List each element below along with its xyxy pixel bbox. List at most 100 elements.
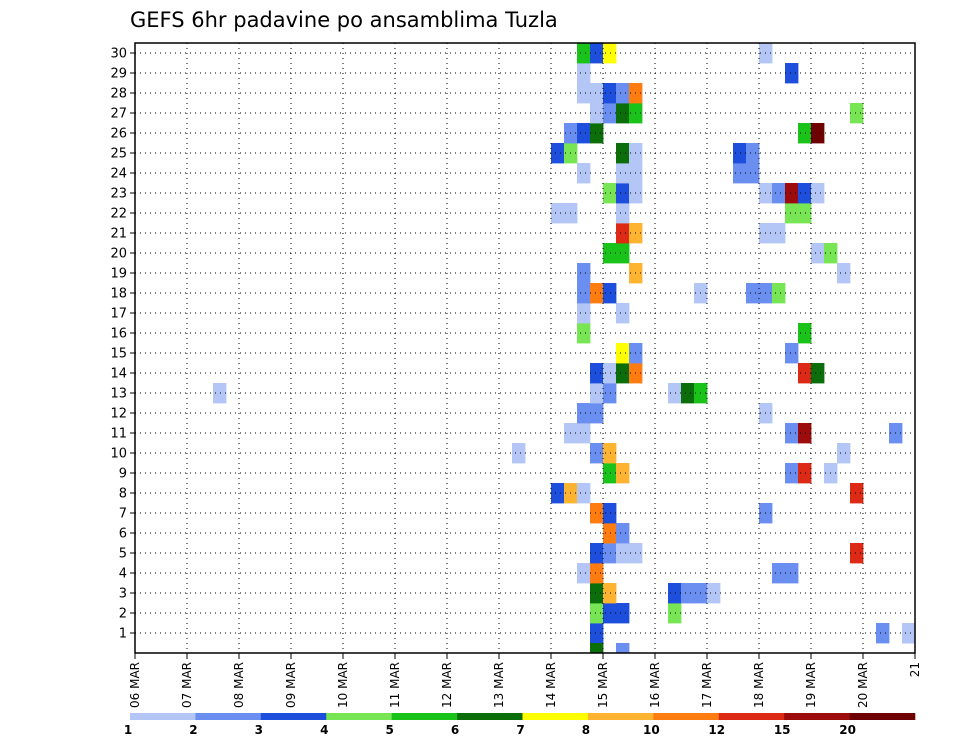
heatmap-cell: [707, 583, 721, 604]
y-tick-label: 6: [119, 527, 127, 542]
heatmap-cell: [213, 383, 227, 404]
colorbar-swatch: [784, 713, 850, 720]
heatmap-cell: [772, 563, 786, 584]
y-tick-label: 20: [110, 247, 127, 262]
colorbar-swatch: [130, 713, 196, 720]
x-tick-label: 21: [908, 662, 922, 677]
y-tick-label: 4: [119, 567, 127, 582]
heatmap-cell: [603, 583, 617, 604]
heatmap-cell: [590, 543, 604, 564]
heatmap-cell: [616, 603, 630, 624]
y-tick-label: 2: [119, 607, 127, 622]
heatmap-cell: [668, 603, 682, 624]
y-tick-label: 29: [110, 67, 127, 82]
y-tick-label: 24: [110, 167, 127, 182]
heatmap-cell: [590, 103, 604, 124]
y-tick-label: 22: [110, 207, 127, 222]
heatmap-cell: [577, 423, 591, 444]
heatmap-cell: [577, 403, 591, 424]
heatmap-cell: [603, 603, 617, 624]
heatmap-cell: [590, 443, 604, 464]
colorbar-swatch: [587, 713, 654, 720]
colorbar-swatch: [326, 713, 392, 720]
heatmap-cell: [577, 563, 591, 584]
heatmap-cell: [785, 183, 799, 204]
heatmap-cell: [590, 83, 604, 104]
heatmap-cell: [733, 163, 747, 184]
heatmap-cell: [590, 603, 604, 624]
heatmap-cell: [798, 183, 812, 204]
y-tick-label: 14: [110, 367, 127, 382]
heatmap-cell: [798, 123, 812, 144]
heatmap-cell: [616, 363, 630, 384]
colorbar-swatch: [522, 713, 589, 720]
y-tick-label: 23: [110, 187, 127, 202]
heatmap-cell: [616, 343, 630, 364]
x-tick-label: 08 MAR: [232, 662, 246, 708]
y-axis: 1234567891011121314151617181920212223242…: [110, 47, 135, 642]
heatmap-cell: [577, 123, 591, 144]
heatmap-cell: [746, 163, 760, 184]
heatmap-cell: [850, 483, 864, 504]
heatmap-cell: [577, 43, 591, 64]
heatmap-cell: [603, 183, 617, 204]
x-tick-label: 09 MAR: [284, 662, 298, 708]
heatmap-cell: [616, 83, 630, 104]
colorbar-swatch: [195, 713, 262, 720]
x-tick-label: 18 MAR: [752, 662, 766, 708]
y-tick-label: 19: [110, 267, 127, 282]
colorbar-swatch: [849, 713, 916, 720]
colorbar-label: 12: [708, 723, 725, 737]
heatmap-cell: [577, 283, 591, 304]
heatmap-cell: [772, 223, 786, 244]
heatmap-cell: [733, 143, 747, 164]
heatmap-cell: [785, 63, 799, 84]
x-tick-label: 14 MAR: [544, 662, 558, 708]
y-tick-label: 1: [119, 627, 127, 642]
heatmap-cell: [590, 643, 604, 654]
heatmap-cell: [616, 143, 630, 164]
heatmap-cell: [577, 63, 591, 84]
heatmap-cell: [850, 543, 864, 564]
heatmap-cell: [798, 463, 812, 484]
heatmap-cell: [785, 463, 799, 484]
heatmap-cell: [798, 203, 812, 224]
colorbar-swatch: [457, 713, 523, 720]
heatmap-cell: [590, 283, 604, 304]
heatmap-cell: [616, 203, 630, 224]
heatmap-cell: [603, 463, 617, 484]
heatmap-cell: [590, 383, 604, 404]
y-tick-label: 12: [110, 407, 127, 422]
heatmap-cell: [577, 303, 591, 324]
y-tick-label: 25: [110, 147, 127, 162]
colorbar-label: 3: [255, 723, 263, 737]
heatmap-cell: [590, 503, 604, 524]
x-tick-label: 11 MAR: [388, 662, 402, 708]
y-tick-label: 17: [110, 307, 127, 322]
heatmap-cell: [811, 183, 825, 204]
x-tick-label: 10 MAR: [336, 662, 350, 708]
x-tick-label: 15 MAR: [596, 662, 610, 708]
heatmap-cell: [590, 363, 604, 384]
colorbar-label: 6: [451, 723, 459, 737]
heatmap-cell: [785, 423, 799, 444]
y-tick-label: 27: [110, 107, 127, 122]
heatmap-cell: [603, 523, 617, 544]
heatmap-cell: [512, 443, 526, 464]
x-tick-label: 06 MAR: [128, 662, 142, 708]
heatmap-cell: [590, 623, 604, 644]
heatmap-cell: [590, 583, 604, 604]
heatmap-cell: [811, 363, 825, 384]
grid-lines: [135, 43, 915, 653]
colorbar-swatch: [391, 713, 458, 720]
y-tick-label: 13: [110, 387, 127, 402]
heatmap-cell: [551, 483, 565, 504]
heatmap-cell: [551, 143, 565, 164]
heatmap-cell: [603, 443, 617, 464]
heatmap-cell: [616, 103, 630, 124]
colorbar-swatch: [718, 713, 785, 720]
heatmap-cell: [785, 203, 799, 224]
plot-frame: [134, 42, 916, 654]
heatmap-cell: [603, 283, 617, 304]
